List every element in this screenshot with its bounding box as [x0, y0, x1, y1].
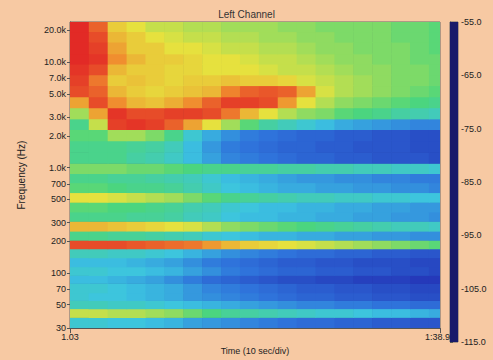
- svg-text:-95.0: -95.0: [461, 230, 482, 240]
- svg-text:200: 200: [51, 236, 66, 246]
- svg-text:7.0k: 7.0k: [49, 73, 67, 83]
- svg-text:20.0k: 20.0k: [44, 25, 67, 35]
- svg-text:Frequency (Hz): Frequency (Hz): [16, 141, 27, 210]
- svg-text:500: 500: [51, 194, 66, 204]
- svg-text:-75.0: -75.0: [461, 124, 482, 134]
- svg-text:30: 30: [56, 323, 66, 334]
- svg-text:1:38.94: 1:38.94: [425, 331, 455, 342]
- svg-text:-65.0: -65.0: [461, 70, 482, 80]
- svg-text:2.0k: 2.0k: [49, 131, 67, 141]
- svg-text:3.0k: 3.0k: [49, 112, 67, 122]
- svg-text:1.03: 1.03: [61, 332, 79, 342]
- svg-text:-105.0: -105.0: [461, 284, 487, 294]
- svg-text:300: 300: [51, 218, 66, 228]
- svg-text:-55.0: -55.0: [461, 17, 482, 27]
- svg-text:-115.0: -115.0: [461, 337, 486, 347]
- svg-text:10.0k: 10.0k: [44, 57, 67, 67]
- svg-text:70: 70: [56, 284, 66, 294]
- svg-text:5.0k: 5.0k: [49, 89, 67, 99]
- svg-text:50: 50: [56, 300, 66, 310]
- svg-text:-85.0: -85.0: [461, 177, 482, 187]
- svg-text:100: 100: [51, 268, 66, 278]
- svg-text:1.0k: 1.0k: [49, 163, 67, 173]
- svg-text:Time (10 sec/div): Time (10 sec/div): [221, 346, 290, 356]
- svg-text:Left Channel: Left Channel: [218, 9, 275, 20]
- svg-text:700: 700: [51, 179, 66, 189]
